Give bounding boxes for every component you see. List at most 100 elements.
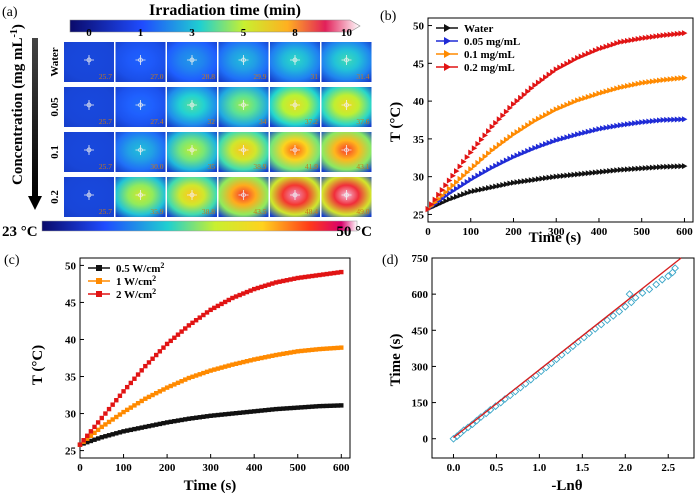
- data-marker: [539, 175, 545, 182]
- crosshair-icon: [241, 192, 246, 198]
- data-marker: [646, 78, 652, 85]
- data-marker: [453, 179, 460, 186]
- data-marker: [628, 166, 635, 173]
- temperature-readout: 35.9: [150, 207, 163, 216]
- data-marker: [646, 118, 652, 125]
- data-marker: [99, 415, 104, 421]
- crosshair-icon: [84, 100, 94, 110]
- data-marker: [266, 407, 271, 413]
- panel-b: (b) 0 100 200 300 400 500 600 25 30 35 40 45 50 Water…: [380, 9, 694, 246]
- data-marker: [681, 163, 688, 170]
- data-marker: [564, 134, 570, 141]
- data-marker: [553, 137, 560, 144]
- data-marker: [92, 437, 97, 442]
- temperature-readout: 30.0: [150, 162, 163, 171]
- data-marker: [553, 66, 560, 73]
- crosshair-icon: [138, 192, 143, 198]
- panel-b-ylabel: T (°C): [388, 102, 404, 142]
- data-marker: [567, 133, 574, 140]
- data-marker: [277, 406, 282, 412]
- data-marker: [457, 183, 464, 190]
- data-marker: [557, 136, 563, 143]
- data-marker: [154, 352, 159, 358]
- data-marker: [468, 420, 477, 429]
- data-marker: [291, 349, 297, 355]
- data-marker: [482, 153, 488, 160]
- data-marker: [486, 405, 495, 414]
- data-marker: [625, 290, 634, 299]
- time-label: 10: [341, 27, 353, 39]
- concentration-label: 0.1: [49, 145, 61, 159]
- data-marker: [204, 369, 210, 375]
- y-tick-label: 35: [413, 134, 425, 146]
- data-marker: [592, 47, 599, 54]
- data-marker: [190, 374, 195, 379]
- data-marker: [450, 182, 456, 189]
- data-marker: [617, 166, 624, 173]
- panel-b-xlabel: Time (s): [529, 230, 582, 246]
- data-marker: [99, 435, 104, 440]
- data-marker: [635, 119, 642, 126]
- x-tick-label: 300: [202, 462, 219, 474]
- data-marker: [103, 411, 108, 416]
- data-marker: [299, 275, 304, 280]
- data-marker: [617, 39, 624, 46]
- data-marker: [121, 409, 126, 415]
- data-marker: [671, 116, 677, 123]
- data-marker: [237, 292, 242, 298]
- data-marker: [204, 414, 210, 419]
- data-marker: [233, 410, 239, 416]
- plot-frame: [431, 257, 695, 459]
- legend-label-text: 0.05 mg/mL: [464, 36, 520, 48]
- data-marker: [674, 30, 681, 37]
- crosshair-icon: [138, 102, 143, 108]
- data-marker: [255, 408, 261, 414]
- data-marker: [310, 347, 315, 353]
- data-marker: [489, 164, 496, 171]
- data-marker: [664, 76, 670, 83]
- temperature-readout: 48.4: [305, 207, 318, 216]
- data-marker: [525, 122, 531, 129]
- time-label: 0: [86, 27, 92, 39]
- data-marker: [546, 139, 553, 146]
- data-marker: [628, 82, 635, 89]
- data-marker: [204, 310, 210, 315]
- data-marker: [453, 193, 460, 200]
- data-marker: [607, 168, 613, 174]
- data-marker: [259, 355, 264, 361]
- data-marker: [95, 427, 101, 433]
- data-marker: [88, 438, 94, 444]
- data-marker: [496, 161, 503, 168]
- data-marker: [525, 177, 531, 184]
- data-marker: [649, 33, 656, 40]
- data-marker: [543, 74, 549, 81]
- data-marker: [270, 353, 275, 358]
- crosshair-icon: [187, 145, 197, 155]
- data-marker: [664, 272, 673, 280]
- crosshair-icon: [84, 190, 94, 200]
- data-marker: [639, 165, 645, 172]
- data-marker: [621, 38, 627, 45]
- data-marker: [475, 159, 481, 166]
- legend-label: 1 W/cm2: [116, 274, 156, 289]
- data-marker: [610, 86, 617, 93]
- colorbar-min-label: 23 °C: [2, 224, 38, 240]
- data-marker: [266, 354, 271, 359]
- data-marker: [450, 172, 456, 179]
- data-marker: [653, 33, 659, 40]
- panel-d: (d) 0.0 0.5 1.0 1.5 2.0 2.5 0 150 300 450 600 750 -…: [382, 253, 695, 493]
- data-marker: [464, 190, 471, 197]
- y-tick-label: 450: [412, 325, 429, 337]
- data-marker: [664, 116, 670, 123]
- data-marker: [85, 433, 90, 438]
- data-marker: [128, 380, 134, 386]
- data-marker: [535, 115, 542, 122]
- data-marker: [493, 144, 499, 151]
- crosshair-icon: [344, 147, 349, 153]
- data-marker: [582, 95, 588, 102]
- data-marker: [251, 357, 257, 362]
- temperature-readout: 41.9: [305, 162, 318, 171]
- data-marker: [233, 294, 239, 299]
- data-marker: [324, 271, 329, 277]
- data-marker: [468, 176, 474, 183]
